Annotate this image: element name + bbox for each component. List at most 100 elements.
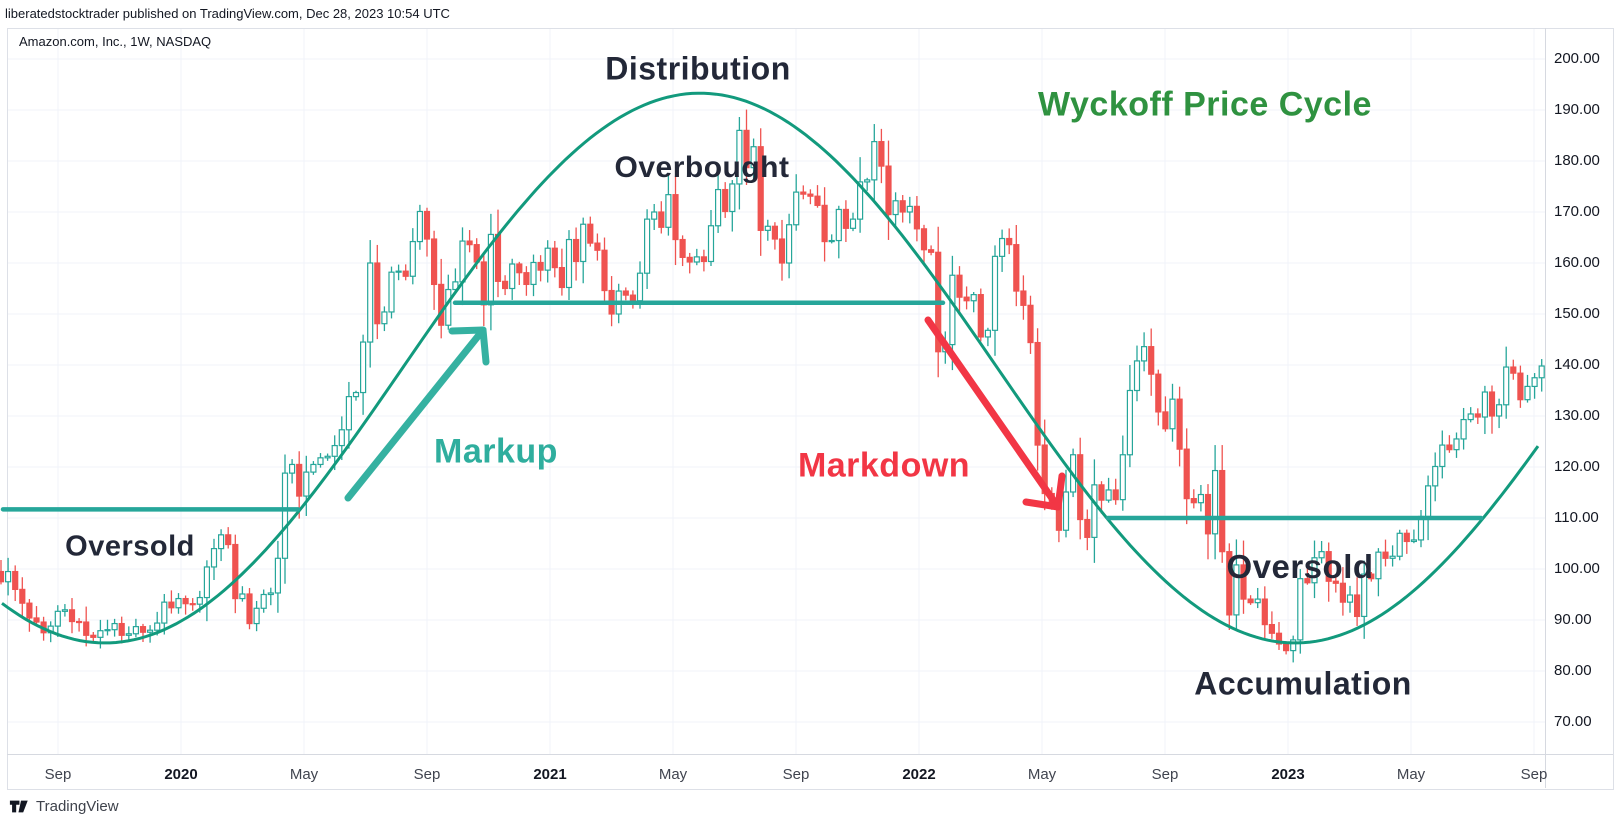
candle: [218, 529, 225, 562]
candle: [1389, 545, 1396, 567]
candle: [431, 230, 438, 310]
candle: [1261, 586, 1268, 641]
annotation-markdown[interactable]: Markdown: [797, 446, 971, 485]
candle: [1495, 398, 1503, 429]
candle: [1318, 541, 1325, 564]
candle: [33, 606, 40, 625]
candle: [317, 453, 324, 468]
candle: [90, 632, 97, 643]
price-axis-label: 120.00: [1554, 458, 1600, 475]
cycle-curve[interactable]: [1, 91, 1540, 645]
candle: [111, 618, 118, 637]
chart-frame: [7, 28, 1614, 790]
candle: [565, 230, 573, 301]
annotation-overbought[interactable]: Overbought: [614, 151, 790, 184]
candle: [1538, 359, 1545, 392]
candle: [509, 258, 516, 300]
candle: [1432, 452, 1439, 502]
candle: [856, 157, 864, 233]
candle: [161, 593, 168, 635]
candle: [714, 167, 722, 233]
candle: [1424, 475, 1432, 541]
time-axis-label: Sep: [1520, 766, 1548, 783]
annotation-markup[interactable]: Markup: [434, 432, 558, 471]
candle: [182, 595, 189, 615]
candle: [1396, 529, 1403, 561]
candle: [1375, 548, 1382, 597]
candle: [132, 618, 139, 638]
annotation-oversold-right[interactable]: Oversold: [1226, 548, 1374, 585]
candle: [622, 287, 629, 301]
symbol-title[interactable]: Amazon.com, Inc., 1W, NASDAQ: [19, 34, 212, 49]
candle: [849, 212, 857, 232]
time-axis-label: 2021: [533, 766, 567, 783]
candle: [984, 327, 992, 347]
candle: [1290, 635, 1297, 663]
time-axis-label: Sep: [413, 766, 441, 783]
annotation-accumulation[interactable]: Accumulation: [1194, 665, 1412, 702]
candle: [558, 248, 566, 296]
candle: [700, 249, 708, 272]
candle: [601, 237, 608, 305]
annotation-distribution[interactable]: Distribution: [605, 50, 791, 87]
candle: [487, 213, 494, 331]
annotation-oversold-left[interactable]: Oversold: [65, 530, 195, 563]
time-axis-label: May: [1396, 766, 1426, 783]
candle: [722, 182, 729, 218]
tradingview-watermark[interactable]: TradingView: [9, 797, 119, 816]
candle: [26, 599, 33, 632]
candle: [345, 381, 352, 449]
candle: [1020, 275, 1027, 320]
candle: [175, 593, 182, 614]
candle: [523, 266, 530, 296]
candle: [1013, 225, 1020, 307]
candle: [1297, 569, 1304, 654]
candle: [800, 185, 807, 200]
candle: [118, 616, 125, 644]
candle: [871, 124, 878, 203]
candle: [246, 588, 253, 630]
candle: [125, 626, 132, 642]
candle: [580, 217, 587, 284]
candle: [679, 235, 686, 267]
candle: [998, 229, 1006, 272]
candle: [516, 261, 523, 285]
time-axis-label: 2022: [902, 766, 936, 783]
markdown-arrow[interactable]: [924, 316, 1066, 511]
candle: [1162, 396, 1169, 432]
candle: [303, 455, 310, 516]
candles-layer: [0, 109, 1545, 663]
candle: [1112, 478, 1119, 505]
candle: [1311, 540, 1318, 599]
candle: [693, 248, 700, 266]
candle: [1226, 543, 1233, 630]
candle: [927, 245, 935, 256]
tradingview-logo-icon: [9, 800, 28, 813]
candle: [530, 254, 537, 297]
candle: [757, 128, 764, 256]
candle: [104, 619, 111, 636]
candle: [494, 209, 502, 298]
candle: [686, 252, 693, 274]
candle: [139, 623, 147, 642]
markup-arrow[interactable]: [344, 326, 490, 502]
candle: [1531, 373, 1538, 399]
candle: [274, 540, 281, 613]
candle: [168, 590, 175, 614]
candle: [1481, 385, 1489, 435]
candle: [1240, 540, 1247, 614]
candle: [466, 230, 473, 253]
candle: [1510, 359, 1517, 380]
annotation-wyckoff-title[interactable]: Wyckoff Price Cycle: [1038, 85, 1372, 124]
candle: [1197, 485, 1205, 512]
price-axis-label: 70.00: [1554, 713, 1592, 730]
time-axis-label: 2023: [1271, 766, 1305, 783]
candle: [807, 189, 814, 205]
candle: [1417, 510, 1425, 548]
price-axis-label: 100.00: [1554, 560, 1600, 577]
candle: [835, 205, 842, 259]
candle: [1034, 328, 1041, 471]
candle: [289, 459, 296, 484]
candle: [253, 600, 260, 632]
